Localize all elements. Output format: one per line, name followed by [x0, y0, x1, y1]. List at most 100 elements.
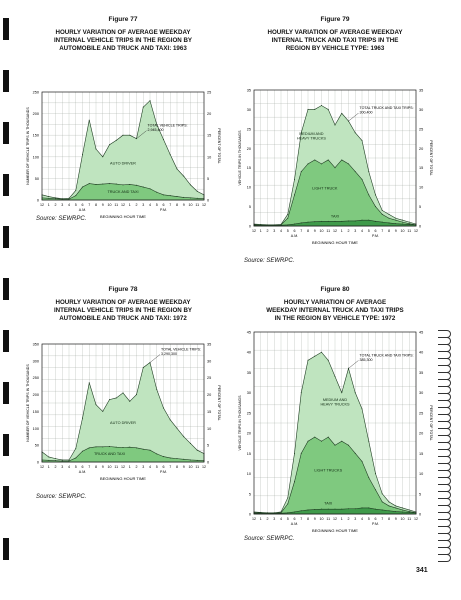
total-series-label: TOTAL TRUCK AND TAXI TRIPS: [360, 353, 414, 357]
x-tick-label: 11 [195, 465, 199, 469]
x-tick-label: 8 [176, 203, 178, 207]
series-1-point [307, 163, 309, 165]
y-tick-label: 30 [247, 391, 251, 395]
x-tick-label: 8 [307, 517, 309, 521]
x-tick-label: 4 [68, 203, 70, 207]
x-tick-label: 9 [102, 465, 104, 469]
x-axis-title: BEGINNING HOUR TIME [312, 240, 358, 245]
binding-mark [3, 70, 9, 92]
callout-line [136, 130, 147, 139]
y-tick-label-right: 0 [419, 513, 421, 517]
series-1-point [388, 505, 390, 507]
series-1-point [300, 452, 302, 454]
x-tick-label: 4 [361, 517, 363, 521]
series-0-point [95, 148, 97, 150]
series-0-point [142, 367, 144, 369]
x-tick-label: 5 [368, 229, 370, 233]
series-2-point [321, 220, 322, 222]
series-2-point [408, 223, 410, 225]
x-tick-label: 12 [333, 517, 337, 521]
series-2-point [294, 511, 295, 513]
series-0-point [169, 419, 171, 421]
series-2-point [375, 220, 376, 222]
total-series-label: TOTAL TRUCK AND TAXI TRIPS: [360, 106, 414, 110]
series-1-point [156, 191, 158, 193]
binding-mark [3, 382, 9, 404]
series-1-point [334, 167, 336, 169]
x-tick-label: 2 [136, 465, 138, 469]
x-tick-label: 5 [156, 465, 158, 469]
plot-frame [253, 331, 417, 515]
x-tick-label: 12 [202, 465, 206, 469]
series-1-point [115, 446, 117, 448]
series-1-point [348, 444, 349, 446]
series-0-point [408, 221, 410, 223]
y-tick-label: 0 [249, 513, 251, 517]
series-0-point [122, 134, 124, 136]
series-1-point [176, 196, 178, 198]
series-1-point [314, 159, 316, 161]
series-0-point [176, 427, 178, 429]
series-2-point [395, 223, 397, 225]
series-0-point [115, 139, 117, 141]
series-1-point [68, 460, 70, 462]
series-1-point [95, 446, 97, 448]
series-0-point [327, 359, 329, 361]
series-1-point [196, 459, 198, 461]
series-2-point [321, 508, 322, 510]
x-tick-label: 5 [75, 465, 77, 469]
series-1-point [149, 449, 151, 451]
series-1-point [321, 163, 322, 165]
binding-mark [3, 174, 9, 196]
series-1-point [368, 477, 370, 479]
series-1-point [381, 501, 383, 503]
y-tick-label: 35 [247, 371, 251, 375]
series-0-point [75, 189, 77, 191]
series-2-point [280, 224, 282, 226]
series-0-point [163, 407, 164, 409]
area-label: HEAVY TRUCKS [297, 137, 327, 141]
y-tick-label: 0 [37, 199, 39, 203]
series-1-point [183, 458, 185, 460]
series-0-point [287, 213, 289, 215]
series-1-point [300, 171, 302, 173]
series-0-point [368, 171, 370, 173]
x-tick-label: 10 [401, 517, 405, 521]
total-series-label: TOTAL VEHICLE TRIPS: [148, 124, 188, 128]
area-inner [253, 436, 417, 515]
series-0-point [55, 458, 56, 460]
series-1-point [341, 440, 343, 442]
series-1-point [408, 223, 410, 225]
pm-label: P.M. [372, 234, 379, 238]
binding-mark [3, 434, 9, 456]
x-tick-label: 11 [407, 229, 411, 233]
series-1-point [402, 221, 403, 223]
x-tick-label: 12 [414, 517, 418, 521]
x-tick-label: 6 [375, 229, 377, 233]
series-2-point [341, 220, 343, 222]
series-1-point [294, 194, 295, 196]
y-tick-label: 5 [249, 205, 251, 209]
x-tick-label: 12 [333, 229, 337, 233]
series-0-point [361, 408, 363, 410]
series-2-point [348, 508, 349, 510]
y-tick-label-right: 5 [419, 205, 421, 209]
plot-frame [41, 343, 205, 463]
binding-mark [3, 330, 9, 352]
figure-79-panel: Figure 79 HOURLY VARIATION OF AVERAGE WE… [232, 8, 438, 270]
total-series-label: TOTAL VEHICLE TRIPS: [161, 348, 201, 352]
x-tick-label: 10 [320, 229, 324, 233]
series-0-point [327, 108, 329, 110]
series-1-point [156, 453, 158, 455]
series-1-point [129, 183, 131, 185]
y-tick-label: 20 [247, 432, 251, 436]
y-tick-label: 25 [247, 411, 251, 415]
series-0-point [260, 223, 262, 225]
x-tick-label: 9 [102, 203, 104, 207]
series-2-point [375, 508, 376, 510]
series-2-point [307, 509, 309, 511]
figure-label: Figure 80 [320, 286, 350, 293]
y-tick-label-right: 5 [207, 177, 209, 181]
x-tick-label: 10 [189, 465, 193, 469]
callout-line [348, 112, 359, 122]
